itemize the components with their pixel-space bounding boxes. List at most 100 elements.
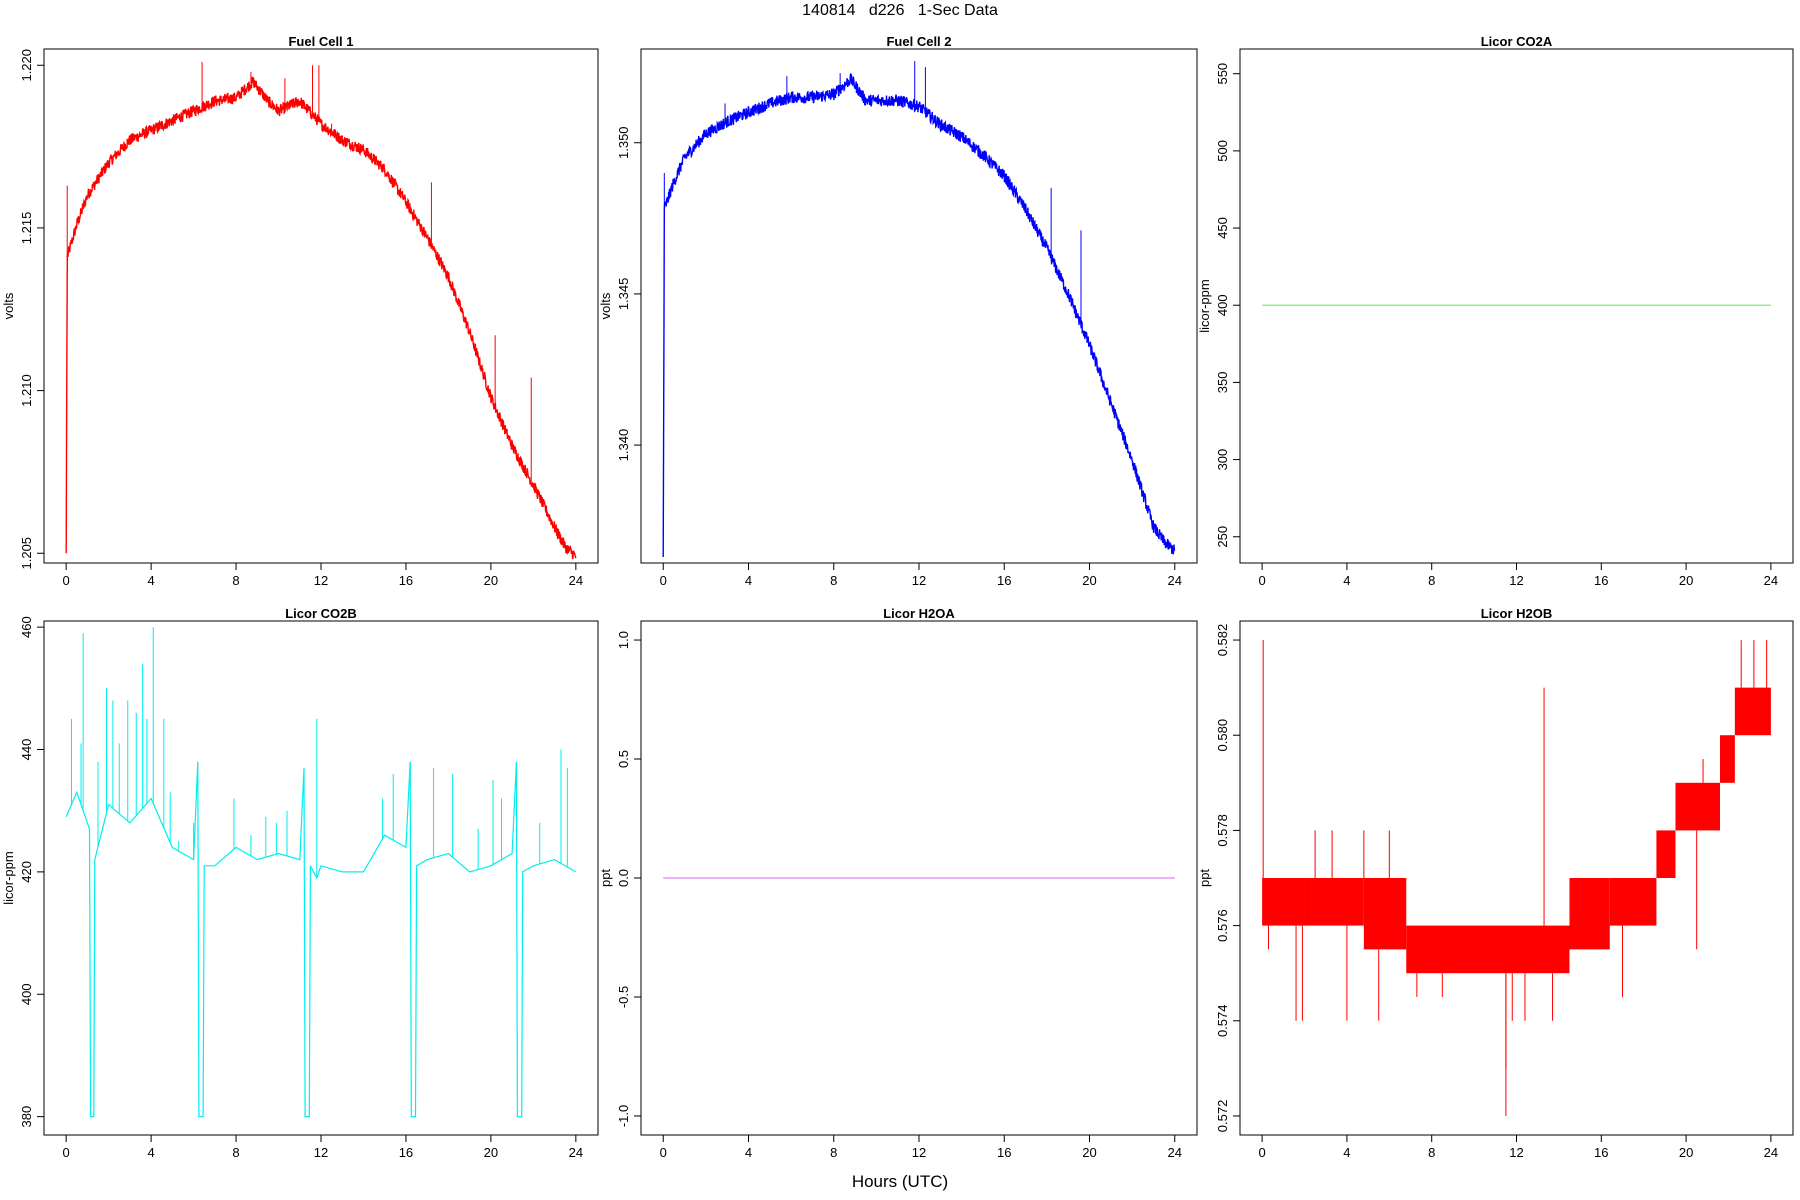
x-tick-label: 4 <box>147 1145 154 1160</box>
y-tick-label: 0.578 <box>1215 814 1230 847</box>
y-tick-label: 460 <box>19 616 34 638</box>
x-tick-label: 4 <box>1343 1145 1350 1160</box>
x-tick-label: 4 <box>1343 573 1350 588</box>
y-tick-label: 1.210 <box>19 374 34 407</box>
panel-title: Fuel Cell 1 <box>288 34 353 49</box>
data-line-licor-co2b <box>65 761 577 1118</box>
y-tick-label: 1.340 <box>616 429 631 462</box>
page-title: 140814 d226 1-Sec Data <box>802 2 998 19</box>
panel-title: Licor H2OA <box>883 606 955 621</box>
y-axis-label: licor-ppm <box>1 851 16 904</box>
plot-panel-3: Licor CO2A licor-ppm 0 4 8 12 16 20 24 250 300 350 4… <box>1197 34 1794 588</box>
y-tick-label: 350 <box>1215 372 1230 394</box>
y-tick-label: 1.350 <box>616 126 631 159</box>
y-axis-label: ppt <box>1197 869 1212 887</box>
y-tick-label: 450 <box>1215 217 1230 239</box>
x-tick-label: 16 <box>997 1145 1011 1160</box>
x-tick-label: 12 <box>1509 573 1523 588</box>
x-tick-label: 16 <box>997 573 1011 588</box>
y-tick-label: 0.0 <box>616 869 631 887</box>
x-axis-title: Hours (UTC) <box>851 1172 949 1191</box>
y-tick-label: 400 <box>1215 294 1230 316</box>
y-tick-label: 420 <box>19 861 34 883</box>
y-tick-label: -1.0 <box>616 1105 631 1127</box>
x-tick-label: 24 <box>1168 1145 1182 1160</box>
y-tick-label: 500 <box>1215 140 1230 162</box>
data-band <box>1304 878 1364 926</box>
x-tick-label: 12 <box>314 1145 328 1160</box>
y-axis-label: ppt <box>598 869 613 887</box>
x-tick-label: 20 <box>484 1145 498 1160</box>
x-tick-label: 12 <box>912 1145 926 1160</box>
x-tick-label: 24 <box>1168 573 1182 588</box>
y-tick-label: 1.0 <box>616 631 631 649</box>
x-tick-label: 16 <box>1594 573 1608 588</box>
data-band <box>1734 687 1771 736</box>
y-tick-label: 1.345 <box>616 278 631 311</box>
plot-panel-1: Fuel Cell 1 volts 0 4 8 12 16 20 24 1.205 1.210 1.2… <box>1 34 599 588</box>
data-band <box>1363 878 1407 950</box>
plot-panel-5: Licor H2OA ppt 0 4 8 12 16 20 24 -1.0 -0.5 0.0 0.5 1.… <box>598 606 1198 1160</box>
x-tick-label: 20 <box>1082 1145 1096 1160</box>
x-tick-label: 0 <box>1259 573 1266 588</box>
x-tick-label: 8 <box>232 573 239 588</box>
plot-frame <box>43 48 599 564</box>
y-tick-label: 0.582 <box>1215 624 1230 657</box>
plot-panel-2: Fuel Cell 2 volts 0 4 8 12 16 20 24 1.340 1.345 1.3… <box>598 34 1198 588</box>
x-tick-label: 20 <box>1082 573 1096 588</box>
x-tick-label: 8 <box>1428 573 1435 588</box>
data-band <box>1569 878 1610 950</box>
x-tick-label: 16 <box>399 1145 413 1160</box>
y-axis-label: licor-ppm <box>1197 279 1212 332</box>
x-tick-label: 0 <box>660 573 667 588</box>
plot-frame <box>43 620 599 1136</box>
x-tick-label: 24 <box>569 1145 583 1160</box>
panel-title: Licor H2OB <box>1481 606 1553 621</box>
y-tick-label: 400 <box>19 983 34 1005</box>
x-tick-label: 16 <box>399 573 413 588</box>
data-band <box>1262 878 1305 926</box>
y-tick-label: -0.5 <box>616 986 631 1008</box>
y-tick-label: 0.574 <box>1215 1005 1230 1038</box>
x-tick-label: 12 <box>912 573 926 588</box>
y-tick-label: 1.215 <box>19 212 34 245</box>
data-band <box>1720 735 1735 783</box>
plot-panel-4: Licor CO2B licor-ppm 0 4 8 12 16 20 24 380 400 420 4… <box>1 606 599 1160</box>
x-tick-label: 0 <box>1259 1145 1266 1160</box>
panel-title: Fuel Cell 2 <box>886 34 951 49</box>
x-tick-label: 0 <box>660 1145 667 1160</box>
x-tick-label: 24 <box>569 573 583 588</box>
x-tick-label: 24 <box>1764 1145 1778 1160</box>
data-band <box>1656 830 1676 878</box>
x-tick-label: 20 <box>1679 573 1693 588</box>
x-tick-label: 20 <box>484 573 498 588</box>
data-line-fuel-cell-1 <box>65 76 577 560</box>
y-axis-label: volts <box>598 292 613 319</box>
panel-title: Licor CO2A <box>1481 34 1553 49</box>
data-band <box>1675 782 1721 831</box>
y-tick-label: 0.576 <box>1215 909 1230 942</box>
y-tick-label: 0.5 <box>616 750 631 768</box>
data-band <box>1406 925 1570 974</box>
x-tick-label: 8 <box>830 1145 837 1160</box>
panel-title: Licor CO2B <box>285 606 357 621</box>
y-tick-label: 1.205 <box>19 537 34 570</box>
data-band <box>1609 878 1657 926</box>
plot-panel-6: Licor H2OB ppt 0 4 8 12 16 20 24 0.572 0.574 0.576 0… <box>1197 606 1794 1160</box>
y-tick-label: 380 <box>19 1106 34 1128</box>
y-tick-label: 250 <box>1215 526 1230 548</box>
y-tick-label: 440 <box>19 739 34 761</box>
y-tick-label: 0.572 <box>1215 1100 1230 1133</box>
x-tick-label: 0 <box>63 1145 70 1160</box>
x-tick-label: 4 <box>745 573 752 588</box>
y-tick-label: 300 <box>1215 449 1230 471</box>
y-axis-label: volts <box>1 292 16 319</box>
x-tick-label: 8 <box>1428 1145 1435 1160</box>
data-line-fuel-cell-2 <box>662 73 1176 558</box>
x-tick-label: 8 <box>830 573 837 588</box>
x-tick-label: 8 <box>232 1145 239 1160</box>
x-tick-label: 16 <box>1594 1145 1608 1160</box>
y-tick-label: 550 <box>1215 63 1230 85</box>
x-tick-label: 24 <box>1764 573 1778 588</box>
y-tick-label: 1.220 <box>19 49 34 82</box>
